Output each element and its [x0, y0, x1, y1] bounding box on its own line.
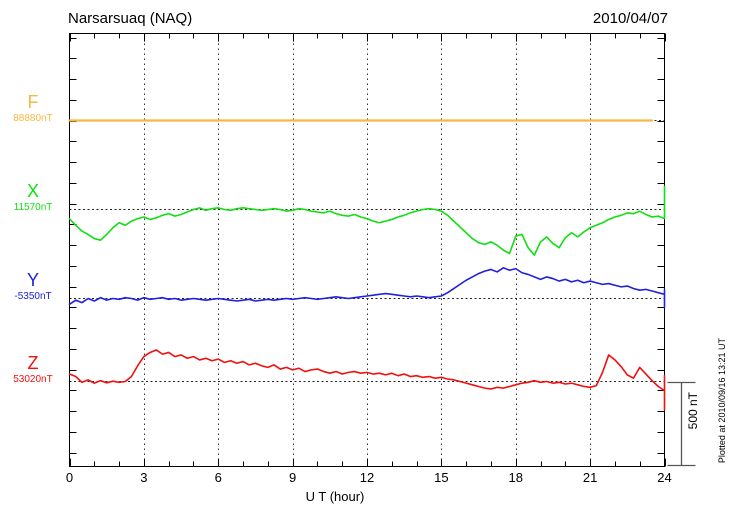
component-label-f: F 88880nT	[0, 91, 66, 125]
grid-layer	[144, 33, 591, 467]
component-baseline-value: 11570nT	[13, 201, 53, 213]
component-label-z: Z 53020nT	[0, 352, 66, 386]
x-tick-label: 12	[359, 470, 375, 485]
component-baseline-value: -5350nT	[14, 290, 52, 302]
page-title: Narsarsuaq (NAQ)	[68, 10, 193, 27]
x-tick-label: 9	[289, 470, 297, 485]
x-tick-label: 18	[508, 470, 523, 485]
x-tick-label: 24	[657, 470, 672, 485]
component-baseline-value: 88880nT	[13, 112, 53, 124]
x-axis-title: U T (hour)	[305, 489, 365, 504]
x-tick-label: 6	[214, 470, 222, 485]
traces-layer	[68, 119, 666, 411]
trace-z	[68, 349, 666, 411]
trace-y	[68, 266, 666, 309]
component-label-y: Y -5350nT	[0, 269, 66, 303]
component-letter: Y	[26, 269, 39, 290]
x-tick-label: 15	[434, 470, 449, 485]
x-tick-label: 3	[140, 470, 148, 485]
component-letter: F	[27, 91, 39, 112]
scale-bar-label: 500 nT	[686, 392, 700, 430]
scale-bar	[667, 381, 696, 467]
x-tick-label: 21	[582, 470, 598, 485]
x-tick-label: 0	[65, 470, 74, 485]
plotted-at-label: Plotted at 2010/09/16 13:21 UT	[717, 338, 727, 464]
component-baseline-value: 53020nT	[13, 373, 53, 385]
trace-x	[68, 185, 666, 256]
date-label: 2010/04/07	[592, 10, 668, 27]
component-label-x: X 11570nT	[0, 180, 66, 214]
component-letter: Z	[27, 352, 39, 373]
component-letter: X	[26, 180, 39, 201]
